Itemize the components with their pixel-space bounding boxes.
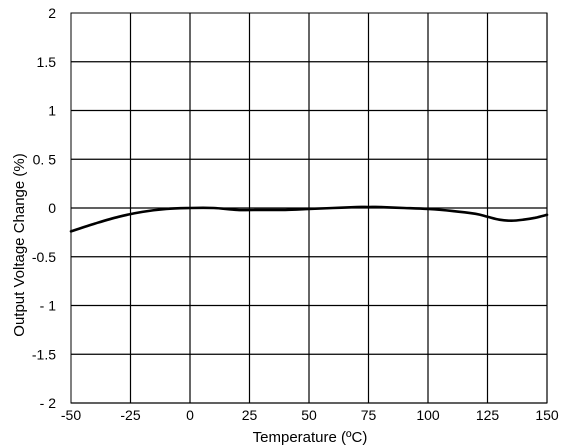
y-tick-label: 0 <box>48 200 56 216</box>
y-tick-label: -1.5 <box>32 346 56 362</box>
y-tick-label: 1 <box>48 103 56 119</box>
x-tick-label: 150 <box>535 407 559 423</box>
plot-frame <box>70 12 548 404</box>
x-tick-label: 100 <box>416 407 440 423</box>
x-tick-label: -50 <box>61 407 81 423</box>
x-tick-label: 25 <box>242 407 258 423</box>
x-tick-label: -25 <box>120 407 140 423</box>
x-tick-label: 0 <box>186 407 194 423</box>
y-tick-label: 1.5 <box>37 54 57 70</box>
series-line-output-voltage-change <box>69 205 549 233</box>
x-tick-label: 75 <box>361 407 377 423</box>
x-tick-label: 125 <box>476 407 500 423</box>
x-axis-label: Temperature (ºC) <box>253 429 368 445</box>
y-tick-label: -0.5 <box>32 249 56 265</box>
y-tick-label: 0. 5 <box>33 151 57 167</box>
x-tick-label: 50 <box>301 407 317 423</box>
y-tick-label: 2 <box>48 5 56 21</box>
y-axis-label: Output Voltage Change (%) <box>11 153 28 336</box>
y-tick-label: - 2 <box>40 395 57 411</box>
y-tick-label: - 1 <box>40 298 57 314</box>
x-tick-labels: -50 -25 0 25 50 75 100 125 150 <box>61 407 559 423</box>
y-tick-labels: 2 1.5 1 0. 5 0 -0.5 - 1 -1.5 - 2 <box>32 5 56 411</box>
